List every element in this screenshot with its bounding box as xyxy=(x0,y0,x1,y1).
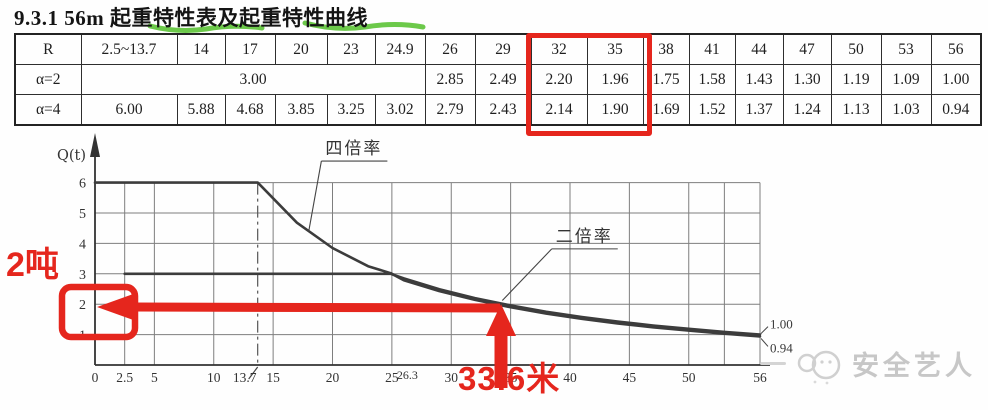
table-cell: 1.09 xyxy=(880,64,932,95)
table-header-cell: R xyxy=(14,33,82,65)
red-vertical-arrowhead xyxy=(486,304,516,336)
x-tick-label: 2.5 xyxy=(116,370,133,385)
x-tick-label: 45 xyxy=(623,370,637,385)
table-cell: 1.52 xyxy=(688,94,736,126)
x-tick-label: 30 xyxy=(445,370,459,385)
table-cell: 1.24 xyxy=(782,94,832,126)
table-header-cell: 41 xyxy=(688,33,736,65)
x-tick-label: 56 xyxy=(753,370,767,385)
table-header-cell: 23 xyxy=(326,33,376,65)
table-cell: 0.94 xyxy=(930,94,982,126)
x-tick-label: 5 xyxy=(151,370,158,385)
table-header-cell: 44 xyxy=(734,33,784,65)
watermark: 安全艺人 xyxy=(760,341,976,385)
table-cell: 1.37 xyxy=(734,94,784,126)
curve-name-label: 四倍率 xyxy=(325,139,382,158)
table-cell: 2.49 xyxy=(474,64,532,95)
red-meters-annotation: 33.6米 xyxy=(458,360,561,397)
x-tick-label: 13.7 xyxy=(233,370,257,385)
y-axis-arrow xyxy=(90,133,100,157)
table-cell: 1.96 xyxy=(586,64,644,95)
table-cell: 1.19 xyxy=(830,64,882,95)
table-cell: 1.00 xyxy=(930,64,982,95)
table-header-cell: 20 xyxy=(274,33,328,65)
table-cell: 1.13 xyxy=(830,94,882,126)
curve-end-label: 1.00 xyxy=(770,317,793,332)
table-header-cell: 29 xyxy=(474,33,532,65)
table-header-cell: 47 xyxy=(782,33,832,65)
x-tick-label: 20 xyxy=(326,370,340,385)
red-horizontal-arrow-shaft xyxy=(132,302,501,313)
watermark-dash xyxy=(760,361,786,365)
table-cell: 3.02 xyxy=(374,94,426,126)
lifting-capacity-table: R 2.5~13.7 14 17 20 23 24.9 26 29 32 35 38 41 44 47 50 5… xyxy=(14,33,982,126)
table-cell: 1.43 xyxy=(734,64,784,95)
capacity-curve-1 xyxy=(123,272,762,336)
red-horizontal-arrowhead xyxy=(97,293,136,321)
label-leader xyxy=(308,160,322,232)
y-tick-label: 4 xyxy=(79,237,86,252)
table-cell: 1.58 xyxy=(688,64,736,95)
table-cell: 5.88 xyxy=(176,94,226,126)
table-cell: 2.20 xyxy=(530,64,588,95)
table-cell: 4.68 xyxy=(224,94,276,126)
table-header-cell: 35 xyxy=(586,33,644,65)
label-leader xyxy=(501,248,553,301)
table-cell: 1.03 xyxy=(880,94,932,126)
table-cell: 2.14 xyxy=(530,94,588,126)
y-tick-label: 6 xyxy=(79,177,86,192)
table-cell: 3.25 xyxy=(326,94,376,126)
table-cell: 3.00 xyxy=(80,64,426,95)
table-header-cell: 24.9 xyxy=(374,33,426,65)
table-cell: 3.85 xyxy=(274,94,328,126)
x-tick-label: 26.3 xyxy=(397,368,418,382)
watermark-text: 安全艺人 xyxy=(852,350,976,381)
tick-leader xyxy=(248,366,259,380)
table-cell: 1.30 xyxy=(782,64,832,95)
table-header-cell: 56 xyxy=(930,33,982,65)
table-header-cell: 17 xyxy=(224,33,276,65)
table-cell: 2.85 xyxy=(424,64,476,95)
table-header-cell: 53 xyxy=(880,33,932,65)
watermark-logo-icon xyxy=(797,350,841,385)
x-tick-label: 10 xyxy=(207,370,221,385)
table-row-label: α=4 xyxy=(14,94,82,126)
page-title: 9.3.1 56m 起重特性表及起重特性曲线 xyxy=(14,6,368,30)
x-tick-label: 50 xyxy=(682,370,696,385)
table-cell: 1.90 xyxy=(586,94,644,126)
table-header-cell: 50 xyxy=(830,33,882,65)
x-tick-label: 15 xyxy=(266,370,280,385)
end-leader xyxy=(760,326,769,334)
y-tick-label: 5 xyxy=(79,207,86,222)
table-cell: 6.00 xyxy=(80,94,178,126)
end-leader xyxy=(760,338,769,347)
curve-end-label: 0.94 xyxy=(770,340,793,355)
table-header-cell: 26 xyxy=(424,33,476,65)
curve-name-label: 二倍率 xyxy=(556,227,613,246)
y-tick-label: 3 xyxy=(79,268,86,283)
x-tick-label: 0 xyxy=(92,370,99,385)
capacity-curve-0 xyxy=(93,181,762,338)
y-tick-label: 2 xyxy=(79,298,86,313)
table-header-cell: 2.5~13.7 xyxy=(80,33,178,65)
table-header-cell: 14 xyxy=(176,33,226,65)
x-tick-label: 25 xyxy=(385,370,399,385)
table-cell: 2.43 xyxy=(474,94,532,126)
table-highlight-box xyxy=(526,33,652,136)
table-row-label: α=2 xyxy=(14,64,82,95)
red-tons-annotation: 2吨 xyxy=(6,246,59,284)
x-tick-label: 40 xyxy=(563,370,577,385)
y-axis-label: Q(t) xyxy=(57,148,86,164)
table-cell: 2.79 xyxy=(424,94,476,126)
